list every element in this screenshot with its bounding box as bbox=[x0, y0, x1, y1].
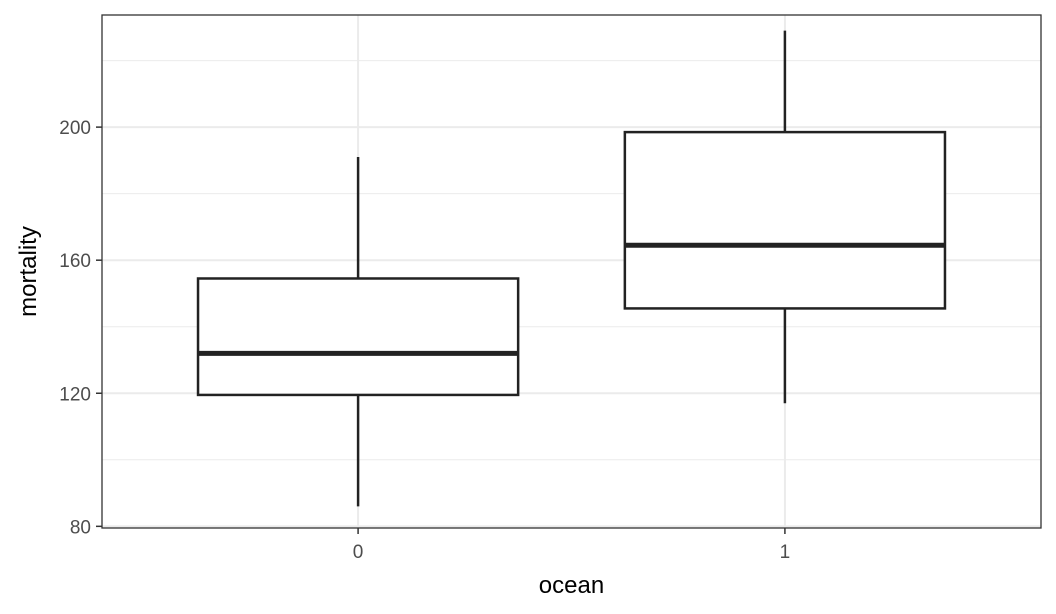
panel-border bbox=[101, 14, 1042, 529]
iqr-box bbox=[623, 130, 947, 310]
x-tick-label: 1 bbox=[780, 542, 791, 563]
iqr-box bbox=[196, 277, 520, 397]
ticks-layer: 80 120 160 200 0 1 bbox=[59, 118, 790, 563]
box-0 bbox=[196, 157, 520, 507]
box-1 bbox=[623, 30, 947, 404]
y-tick-label: 80 bbox=[70, 517, 91, 538]
y-axis-title: mortality bbox=[15, 226, 42, 317]
y-tick-label: 120 bbox=[59, 384, 91, 405]
x-axis-title: ocean bbox=[539, 572, 604, 599]
boxes-layer bbox=[196, 30, 947, 507]
y-tick-label: 160 bbox=[59, 251, 91, 272]
x-tick-label: 0 bbox=[353, 542, 364, 563]
y-tick-label: 200 bbox=[59, 118, 91, 139]
